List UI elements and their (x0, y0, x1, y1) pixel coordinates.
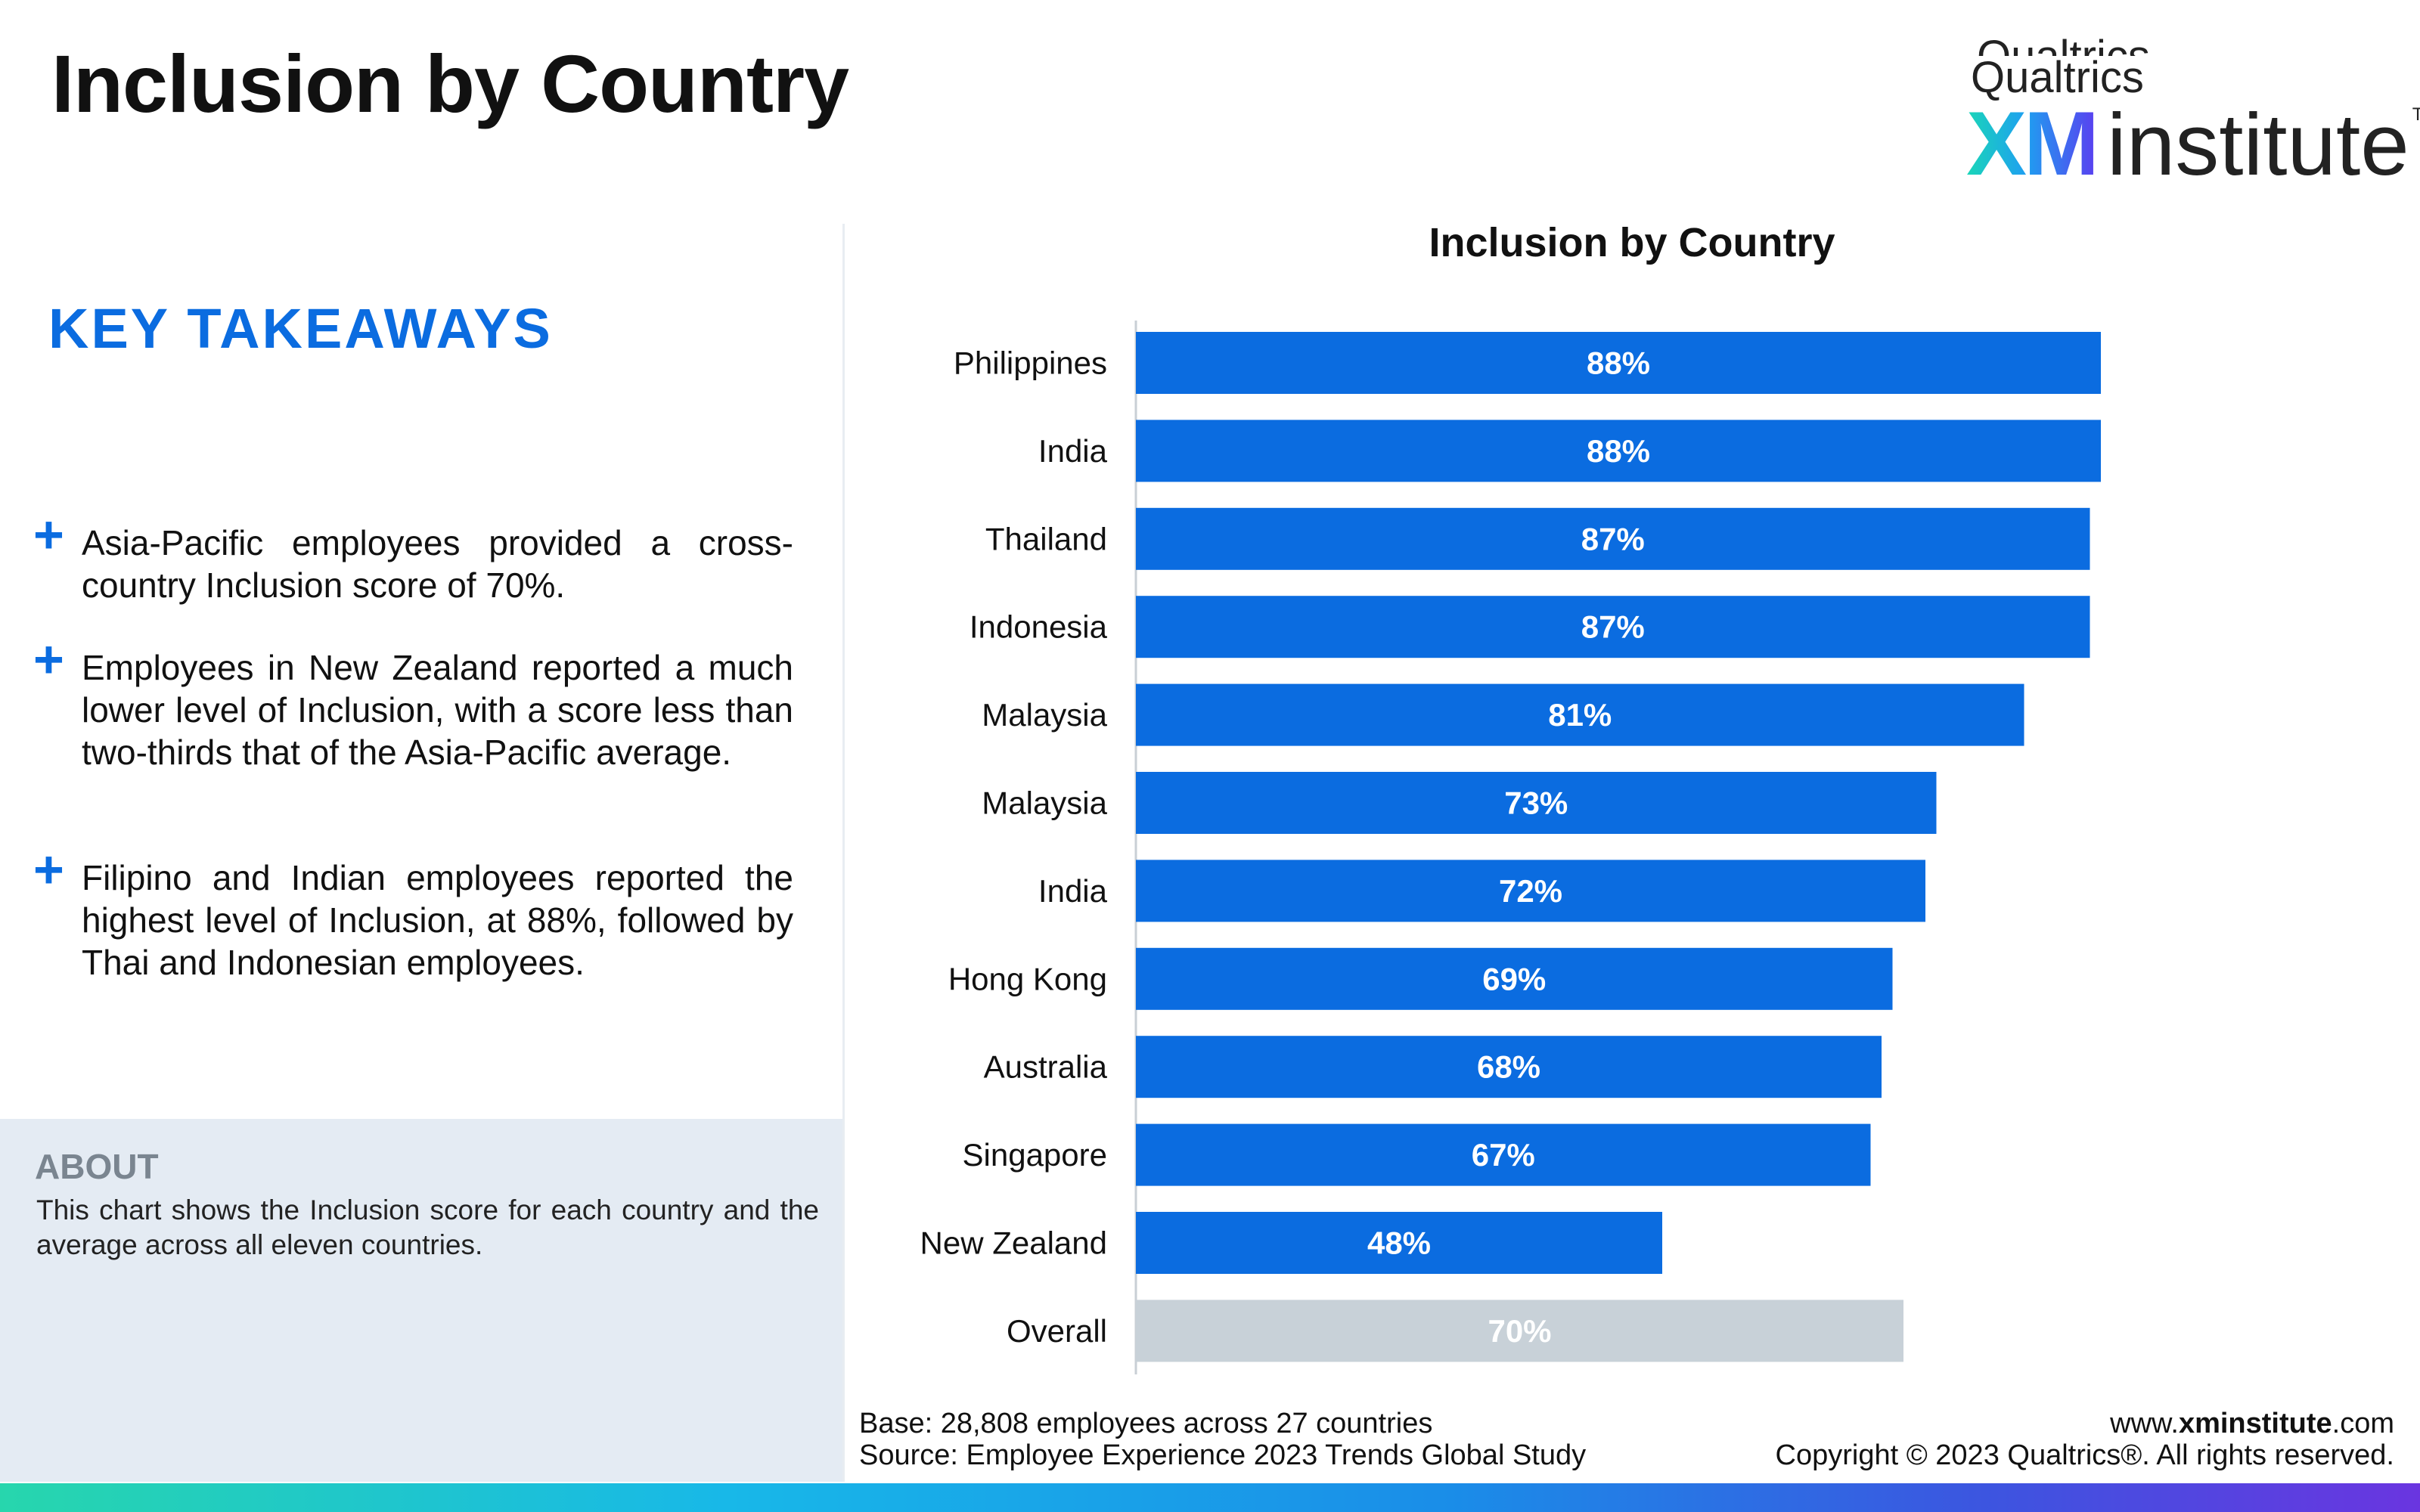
logo-top-text: Qualtrics (1977, 30, 2150, 56)
footer-credits: www.xminstitute.com Copyright © 2023 Qua… (1776, 1408, 2394, 1471)
category-label: India (1038, 433, 1108, 469)
about-text: This chart shows the Inclusion score for… (36, 1194, 819, 1260)
category-label: Overall (1007, 1313, 1107, 1349)
base-note: Base: 28,808 employees across 27 countri… (859, 1408, 1433, 1439)
value-label: 69% (1482, 961, 1546, 996)
category-label: Thailand (985, 521, 1107, 556)
bar-australia (1136, 1036, 1882, 1098)
bar-new-zealand (1136, 1212, 1662, 1274)
category-label: Hong Kong (948, 961, 1107, 996)
footer-notes: Base: 28,808 employees across 27 countri… (859, 1408, 1586, 1471)
value-label: 87% (1581, 521, 1645, 556)
bar-india (1136, 420, 2101, 482)
category-label: Australia (984, 1049, 1108, 1085)
value-label: 81% (1548, 697, 1612, 733)
value-label: 73% (1504, 785, 1568, 821)
xm-institute-logo: Qualtrics Qualtrics XMinstituteTM (1966, 30, 2420, 189)
key-takeaways-heading: KEY TAKEAWAYS (48, 297, 553, 360)
value-label: 70% (1488, 1313, 1551, 1349)
page-title: Inclusion by Country (51, 38, 849, 129)
value-label: 72% (1499, 873, 1562, 909)
logo-xm: XM (1966, 93, 2099, 194)
bar-malaysia (1136, 772, 1937, 834)
value-label: 87% (1581, 609, 1645, 645)
bar-india (1136, 860, 1925, 922)
takeaway-text: Filipino and Indian employees reported t… (82, 858, 793, 982)
value-label: 67% (1472, 1137, 1535, 1173)
plus-icon: + (33, 505, 64, 564)
bar-singapore (1136, 1123, 1871, 1186)
category-label: Philippines (954, 345, 1107, 381)
bar-philippines (1136, 332, 2101, 394)
website-link[interactable]: www.xminstitute.com (2110, 1408, 2394, 1439)
about-panel: ABOUT This chart shows the Inclusion sco… (0, 1119, 842, 1482)
copyright-text: Copyright © 2023 Qualtrics®. All rights … (1775, 1439, 2394, 1471)
plus-icon: + (33, 840, 64, 899)
logo-trademark: TM (2412, 104, 2420, 125)
takeaway-item: + Filipino and Indian employees reported… (33, 843, 793, 984)
plus-icon: + (33, 630, 64, 689)
takeaway-text: Asia-Pacific employees provided a cross-… (82, 523, 793, 605)
panel-divider (842, 224, 845, 1482)
logo-brand-text: Qualtrics (1971, 53, 2144, 102)
category-label: Singapore (963, 1137, 1107, 1173)
bar-overall (1136, 1300, 1903, 1362)
takeaway-item: + Employees in New Zealand reported a mu… (33, 633, 793, 773)
category-label: New Zealand (920, 1225, 1107, 1261)
chart-title: Inclusion by Country (1429, 220, 1835, 265)
value-label: 88% (1587, 345, 1650, 381)
value-label: 88% (1587, 433, 1650, 469)
takeaway-item: + Asia-Pacific employees provided a cros… (33, 508, 793, 606)
value-label: 48% (1367, 1225, 1431, 1261)
takeaway-text: Employees in New Zealand reported a much… (82, 648, 793, 772)
bar-hong-kong (1136, 947, 1893, 1010)
category-label: India (1038, 873, 1108, 909)
bar-indonesia (1136, 596, 2090, 658)
bar-malaysia (1136, 683, 2024, 746)
logo-wordmark: XMinstituteTM (1966, 98, 2420, 189)
source-note: Source: Employee Experience 2023 Trends … (859, 1439, 1587, 1471)
category-label: Indonesia (970, 609, 1108, 645)
about-heading: ABOUT (35, 1147, 159, 1186)
value-label: 68% (1477, 1049, 1540, 1085)
bottom-gradient-band (0, 1483, 2420, 1512)
bar-thailand (1136, 507, 2090, 570)
category-label: Malaysia (982, 785, 1107, 821)
category-label: Malaysia (982, 697, 1107, 733)
logo-institute: institute (2107, 95, 2409, 194)
